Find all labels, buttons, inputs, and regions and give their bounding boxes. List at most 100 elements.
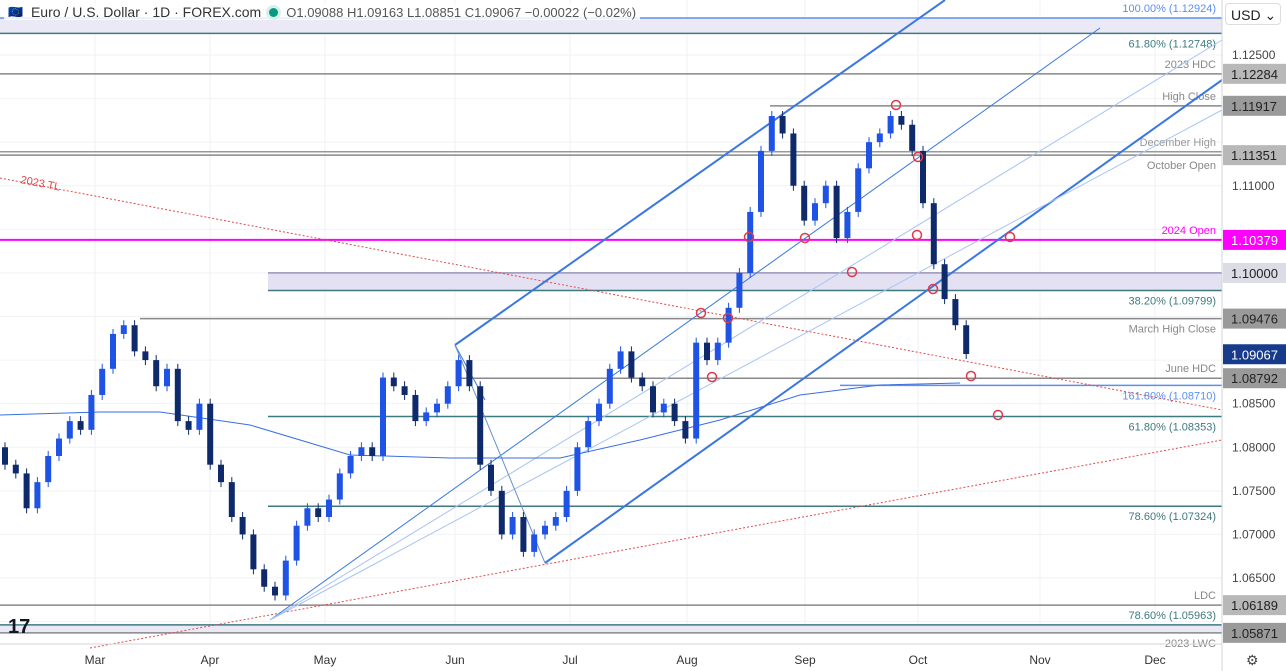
candle-body: [768, 116, 775, 151]
level-label: June HDC: [1165, 363, 1216, 375]
candle-body: [196, 403, 203, 430]
candle-body: [56, 438, 62, 456]
x-tick-label: Mar: [85, 653, 106, 667]
level-label: 78.60% (1.07324): [1129, 511, 1216, 523]
candle-body: [628, 351, 635, 378]
candle-body: [520, 517, 527, 552]
candle-body: [531, 534, 538, 552]
candle-body: [12, 464, 19, 474]
candle-body: [650, 386, 656, 413]
candle-body: [693, 342, 700, 439]
candle-body: [99, 368, 106, 395]
channel-midline: [269, 39, 1223, 621]
candle-body: [606, 368, 613, 404]
touch-marker: [911, 229, 923, 241]
level-label: 38.20% (1.09799): [1129, 295, 1216, 307]
candle-body: [250, 534, 257, 570]
candle-body: [682, 421, 689, 439]
y-tick-label: 1.12500: [1232, 48, 1276, 62]
candle-body: [909, 124, 916, 151]
symbol-title[interactable]: Euro / U.S. Dollar · 1D · FOREX.com: [30, 4, 262, 20]
support-zone: [0, 624, 1222, 633]
last-price-badge: [1223, 344, 1286, 365]
price-badge-label: 1.11917: [1231, 99, 1277, 114]
candle-body: [542, 525, 548, 535]
candle-body: [585, 421, 592, 448]
candle-body: [77, 421, 84, 430]
candle-body: [401, 386, 408, 395]
ohlc-readout: O1.09088 H1.09163 L1.08851 C1.09067 −0.0…: [286, 4, 637, 20]
level-label: 2023 HDC: [1165, 59, 1216, 71]
candle-body: [563, 490, 570, 518]
candle-body: [423, 412, 430, 422]
level-label: March High Close: [1129, 324, 1216, 336]
x-tick-label: Jun: [445, 653, 464, 667]
candle-body: [261, 569, 268, 587]
price-badge-label: 1.08792: [1231, 371, 1278, 386]
candle-body: [963, 325, 970, 354]
x-tick-label: May: [314, 653, 337, 667]
candle-body: [866, 142, 872, 169]
candle-body: [164, 368, 170, 387]
candle-body: [434, 403, 440, 413]
channel-line: [454, 0, 946, 346]
candle-body: [239, 517, 246, 535]
candle-body: [45, 455, 52, 483]
candle-body: [110, 333, 116, 369]
x-tick-label: Nov: [1029, 653, 1050, 667]
touch-marker: [722, 312, 734, 324]
touch-marker: [992, 409, 1004, 421]
candle-body: [412, 394, 419, 422]
candle-body: [174, 368, 181, 422]
candle-body: [488, 464, 494, 491]
x-tick-label: Sep: [794, 653, 816, 667]
candle-body: [153, 360, 160, 387]
channel-line: [269, 27, 1101, 621]
level-label: 61.80% (1.12748): [1129, 38, 1216, 50]
candle-body: [552, 517, 559, 526]
y-tick-label: 1.08500: [1232, 397, 1276, 411]
candle-body: [369, 447, 376, 456]
price-badge: [1223, 145, 1286, 166]
level-label: 2024 Open: [1162, 225, 1216, 237]
candle-body: [952, 299, 959, 326]
candle-body: [358, 447, 365, 456]
candle-body: [336, 473, 343, 500]
candle-body: [671, 403, 678, 422]
market-status-icon: [269, 7, 279, 17]
candle-body: [887, 116, 894, 134]
x-tick-label: Oct: [909, 653, 928, 667]
price-badge: [1223, 622, 1286, 643]
level-label: 78.60% (1.05963): [1129, 610, 1216, 622]
channel-midline: [269, 109, 1223, 621]
level-label: December High: [1140, 137, 1216, 149]
candle-body: [660, 403, 667, 413]
price-badge-label: 1.05871: [1231, 626, 1278, 641]
candle-body: [282, 560, 289, 596]
candle-body: [574, 447, 581, 491]
candle-body: [293, 525, 300, 561]
candle-body: [272, 586, 278, 596]
y-tick-label: 1.07500: [1232, 484, 1276, 498]
price-badge: [1223, 368, 1286, 389]
price-badge: [1223, 229, 1286, 250]
candle-body: [315, 508, 322, 518]
candle-body: [812, 203, 818, 221]
level-label: October Open: [1147, 160, 1216, 172]
currency-select[interactable]: USD ⌄: [1225, 3, 1281, 25]
touch-marker: [965, 370, 977, 382]
settings-icon[interactable]: ⚙: [1246, 652, 1259, 668]
candle-body: [142, 351, 149, 361]
price-badge: [1223, 308, 1286, 329]
x-tick-label: Jul: [562, 653, 577, 667]
candle-body: [304, 508, 311, 526]
candle-body: [941, 264, 948, 300]
candle-body: [855, 168, 862, 212]
channel-line: [544, 79, 1223, 564]
candle-body: [725, 307, 732, 343]
candle-body: [844, 211, 851, 239]
candle-body: [326, 499, 332, 518]
candle-body: [736, 272, 743, 308]
